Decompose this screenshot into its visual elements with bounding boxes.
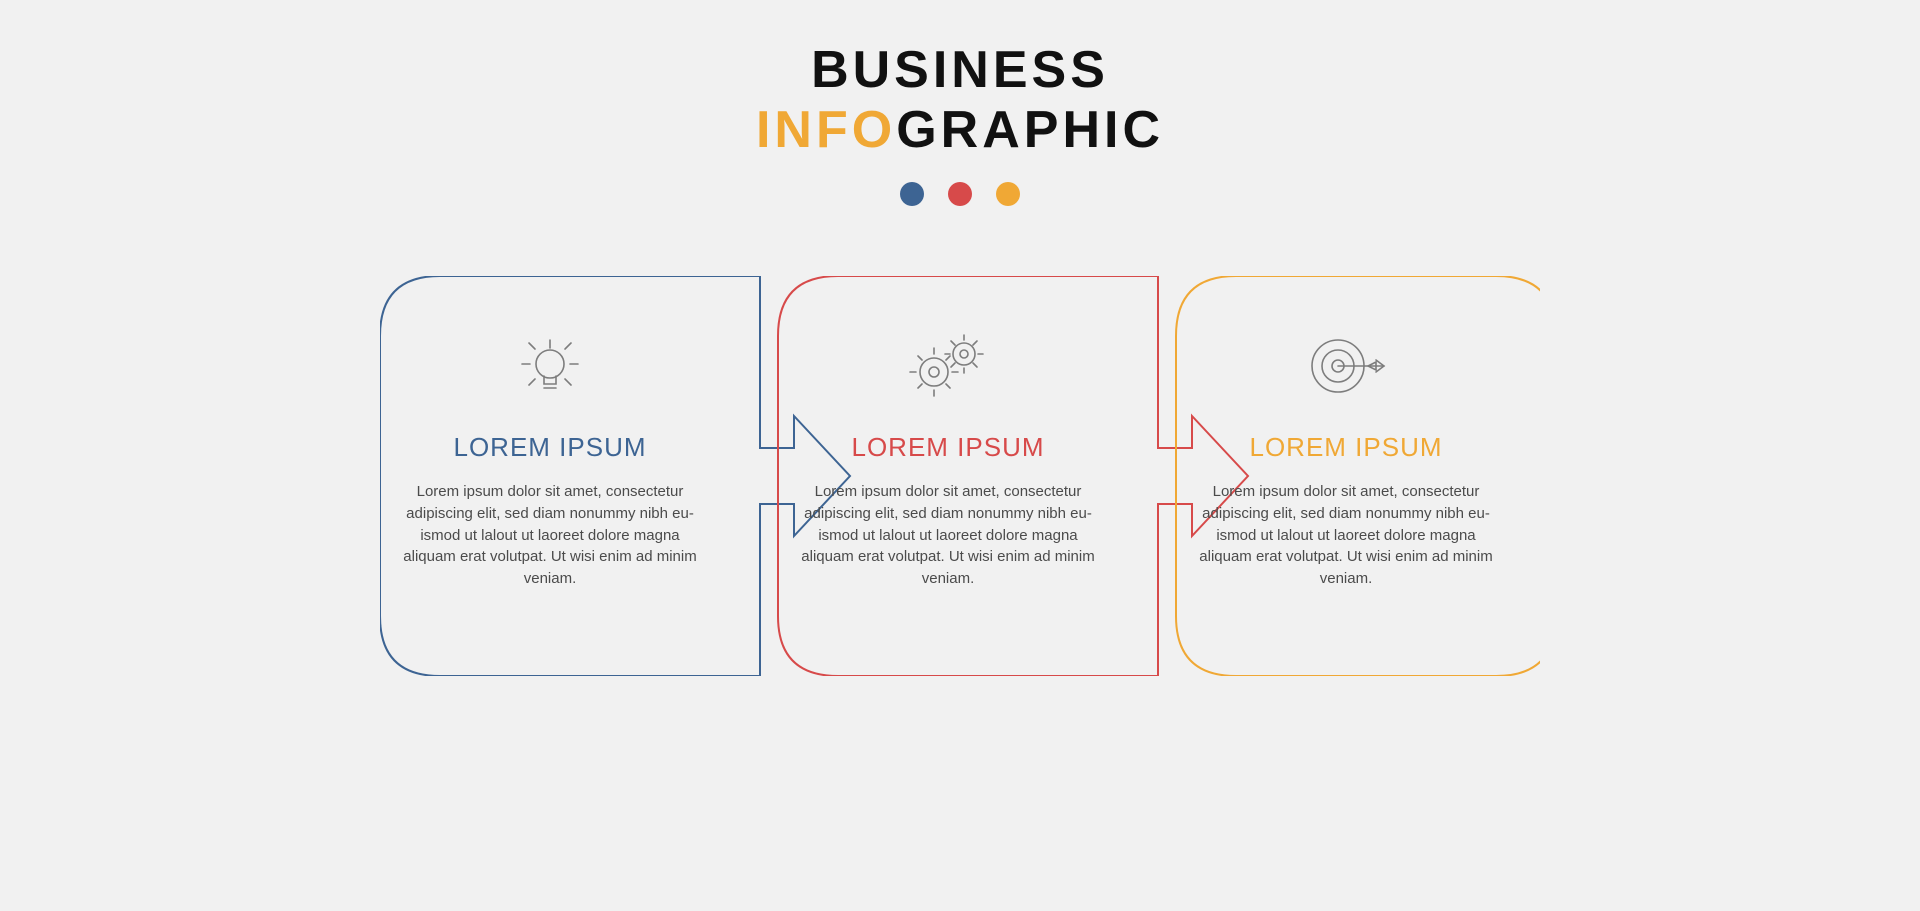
title-rest: GRAPHIC [896, 101, 1164, 159]
step-0-heading: LOREM IPSUM [398, 432, 702, 463]
lightbulb-icon [510, 326, 590, 406]
step-1-body: Lorem ipsum dolor sit amet, consectetur … [796, 481, 1100, 590]
step-2: LOREM IPSUM Lorem ipsum dolor sit amet, … [1176, 326, 1516, 590]
dots-row [756, 182, 1164, 206]
gears-icon [900, 326, 996, 406]
title-block: BUSINESS INFOGRAPHIC [756, 40, 1164, 206]
dot-0 [900, 182, 924, 206]
step-2-body: Lorem ipsum dolor sit amet, consectetur … [1194, 481, 1498, 590]
step-1-heading: LOREM IPSUM [796, 432, 1100, 463]
step-0-body: Lorem ipsum dolor sit amet, consectetur … [398, 481, 702, 590]
step-1: LOREM IPSUM Lorem ipsum dolor sit amet, … [778, 326, 1118, 590]
title-line1: BUSINESS [756, 40, 1164, 100]
target-icon [1298, 326, 1394, 406]
title-accent: INFO [756, 101, 896, 159]
title-line2: INFOGRAPHIC [756, 100, 1164, 160]
steps-container: LOREM IPSUM Lorem ipsum dolor sit amet, … [380, 276, 1540, 676]
dot-2 [996, 182, 1020, 206]
step-2-heading: LOREM IPSUM [1194, 432, 1498, 463]
step-0: LOREM IPSUM Lorem ipsum dolor sit amet, … [380, 326, 720, 590]
dot-1 [948, 182, 972, 206]
